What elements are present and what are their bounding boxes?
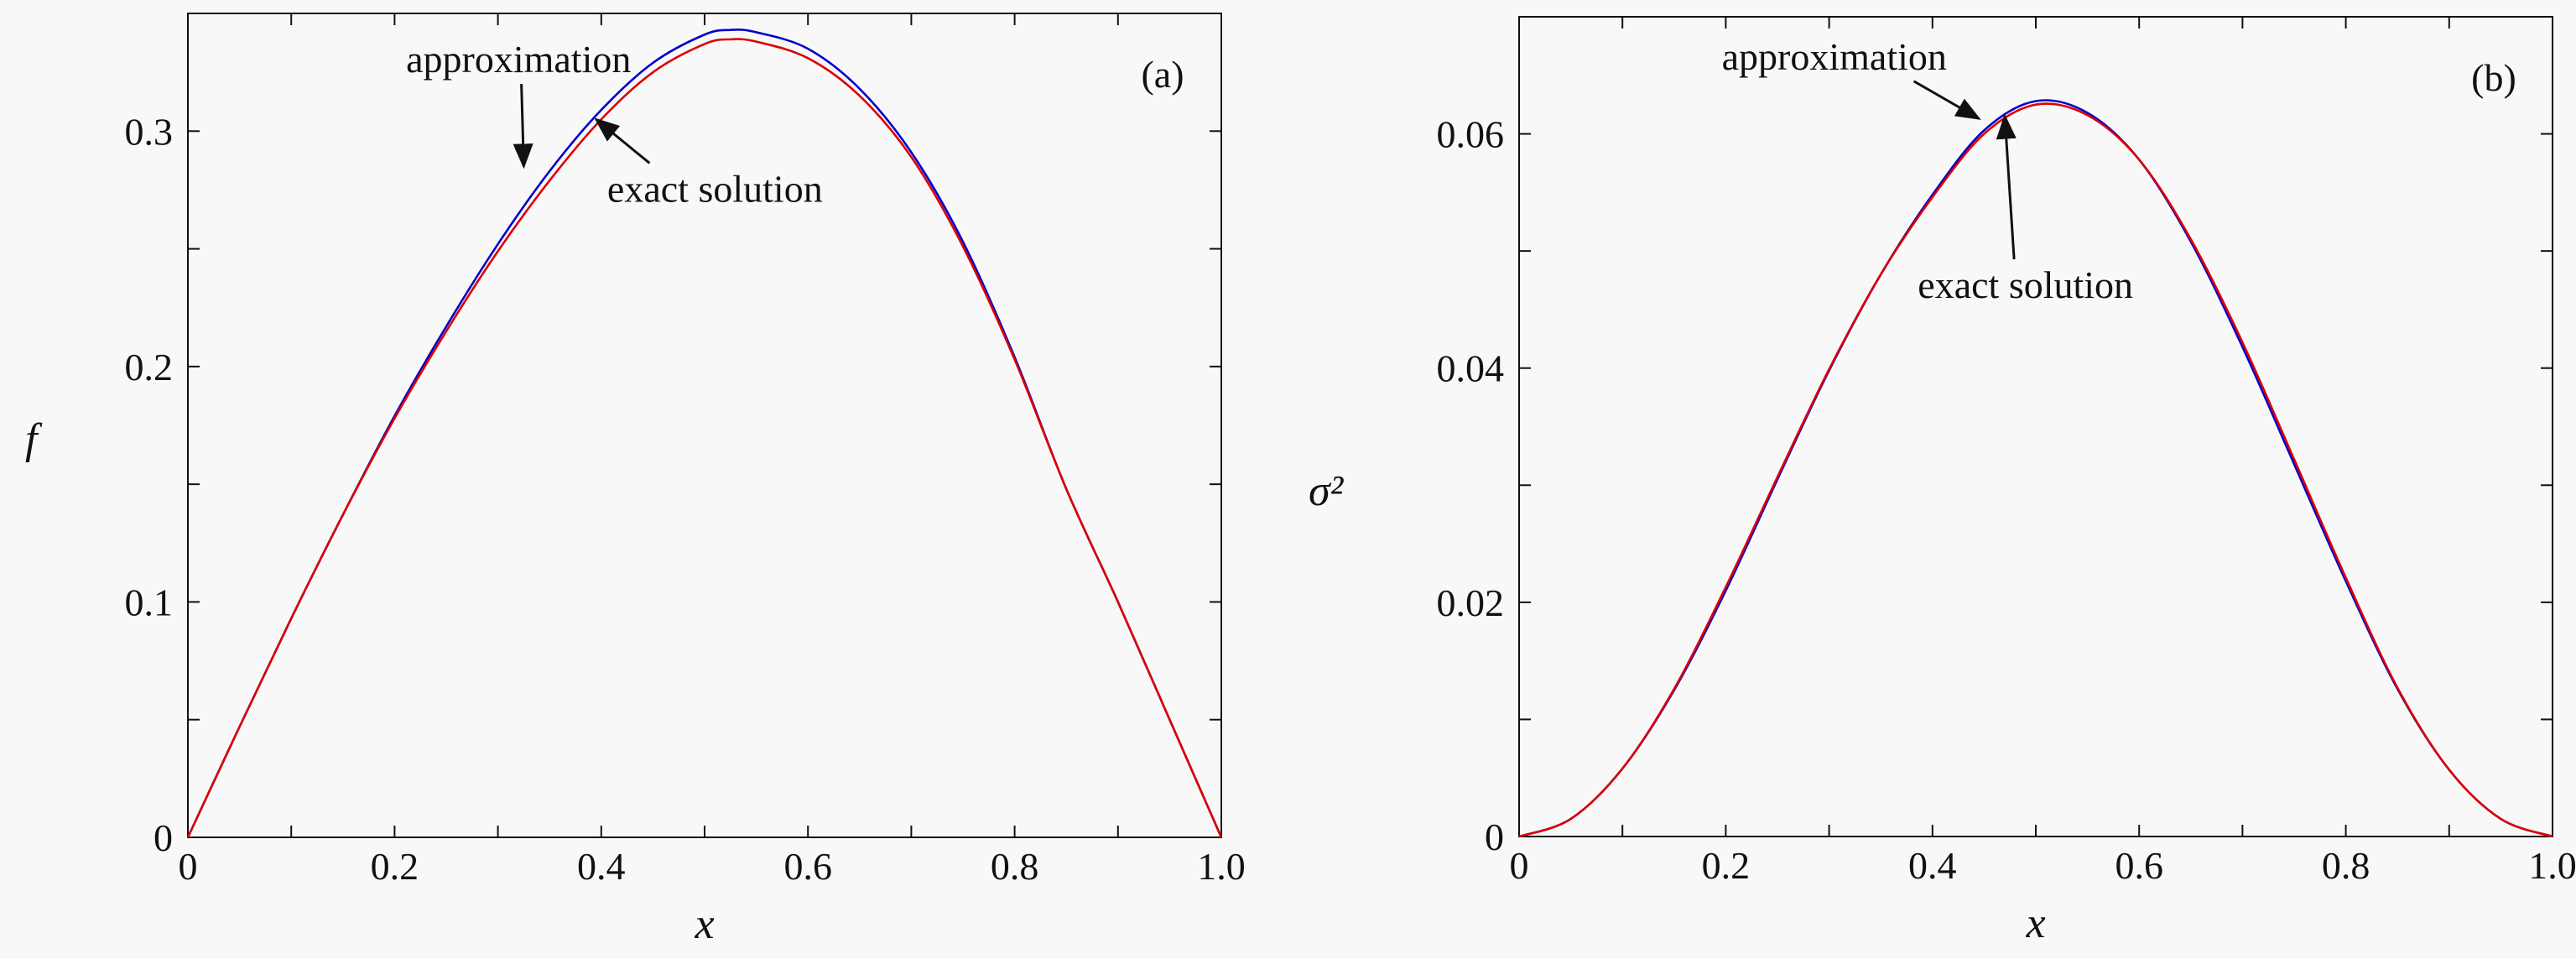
exact-solution-series-line <box>186 38 1223 838</box>
x-tick-label: 0.6 <box>2115 844 2163 887</box>
exact-solution-series-line <box>1518 102 2553 838</box>
x-tick-label: 1.0 <box>2528 844 2576 887</box>
annotation-label: approximation <box>406 38 631 81</box>
plot-frame <box>1518 16 2553 837</box>
y-tick-label: 0.1 <box>125 581 174 623</box>
y-tick-label: 0.3 <box>125 110 174 153</box>
annotation-arrow <box>513 84 533 169</box>
x-tick-label: 1.0 <box>1197 845 1246 888</box>
x-tick-label: 0.8 <box>2322 844 2370 887</box>
x-tick-label: 0.2 <box>1702 844 1751 887</box>
y-tick-label: 0.02 <box>1437 581 1505 624</box>
x-tick-label: 0.6 <box>783 845 832 888</box>
y-axis-title: f <box>25 415 43 463</box>
x-tick-label: 0.8 <box>991 845 1039 888</box>
annotation-label: exact solution <box>1918 263 2133 306</box>
y-tick-label: 0.2 <box>125 346 174 388</box>
annotation-arrow <box>594 117 651 164</box>
panel-a-chart: 0 0.2 0.4 0.6 0.8 1.0 0 0.1 0.2 0.3 approximation e… <box>25 13 1246 948</box>
y-tick-label: 0.04 <box>1437 347 1505 390</box>
annotation-label: approximation <box>1722 35 1947 78</box>
x-tick-label: 0.4 <box>1908 844 1957 887</box>
x-tick-label: 0.4 <box>577 845 626 888</box>
y-tick-label: 0 <box>154 816 173 859</box>
y-tick-label: 0.06 <box>1437 113 1505 156</box>
x-axis-title: x <box>2025 899 2045 947</box>
panel-label: (b) <box>2471 56 2516 99</box>
annotation-arrow <box>1912 80 1981 120</box>
y-axis-title: σ² <box>1309 467 1345 515</box>
x-tick-label: 0 <box>179 845 198 888</box>
annotation-label: exact solution <box>607 167 823 210</box>
approximation-series-line <box>186 29 1223 838</box>
panel-label: (a) <box>1141 53 1184 96</box>
x-tick-label: 0.2 <box>371 845 419 888</box>
x-tick-label: 0 <box>1510 844 1529 887</box>
panel-b-chart: 0 0.2 0.4 0.6 0.8 1.0 0 0.02 0.04 0.06 approximati… <box>1309 16 2576 947</box>
annotation-arrow <box>1996 113 2017 260</box>
plot-frame <box>187 13 1222 838</box>
y-tick-label: 0 <box>1485 816 1504 858</box>
approximation-series-line <box>1518 99 2553 838</box>
x-axis-title: x <box>694 900 714 948</box>
